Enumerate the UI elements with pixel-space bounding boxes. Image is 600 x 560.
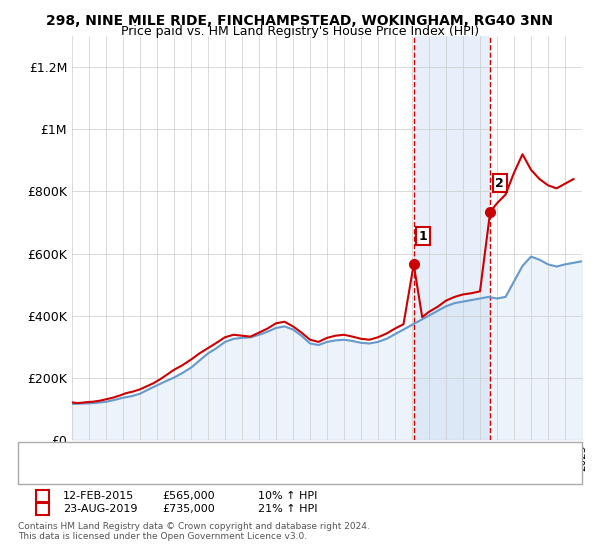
Text: 23-AUG-2019: 23-AUG-2019 (63, 504, 137, 514)
Text: Price paid vs. HM Land Registry's House Price Index (HPI): Price paid vs. HM Land Registry's House … (121, 25, 479, 38)
Text: 12-FEB-2015: 12-FEB-2015 (63, 491, 134, 501)
Text: £565,000: £565,000 (162, 491, 215, 501)
Text: 10% ↑ HPI: 10% ↑ HPI (258, 491, 317, 501)
Text: Contains HM Land Registry data © Crown copyright and database right 2024.
This d: Contains HM Land Registry data © Crown c… (18, 522, 370, 542)
Text: 2: 2 (495, 177, 504, 190)
Text: 21% ↑ HPI: 21% ↑ HPI (258, 504, 317, 514)
Text: £735,000: £735,000 (162, 504, 215, 514)
Text: 2: 2 (39, 504, 46, 514)
Bar (413, 36, 490, 440)
Text: HPI: Average price, detached house, Wokingham: HPI: Average price, detached house, Woki… (75, 455, 329, 465)
Text: 298, NINE MILE RIDE, FINCHAMPSTEAD, WOKINGHAM, RG40 3NN: 298, NINE MILE RIDE, FINCHAMPSTEAD, WOKI… (47, 14, 554, 28)
Text: 298, NINE MILE RIDE, FINCHAMPSTEAD, WOKINGHAM, RG40 3NN (detached house): 298, NINE MILE RIDE, FINCHAMPSTEAD, WOKI… (75, 445, 506, 455)
Text: 1: 1 (419, 230, 428, 242)
Text: 1: 1 (39, 491, 46, 501)
